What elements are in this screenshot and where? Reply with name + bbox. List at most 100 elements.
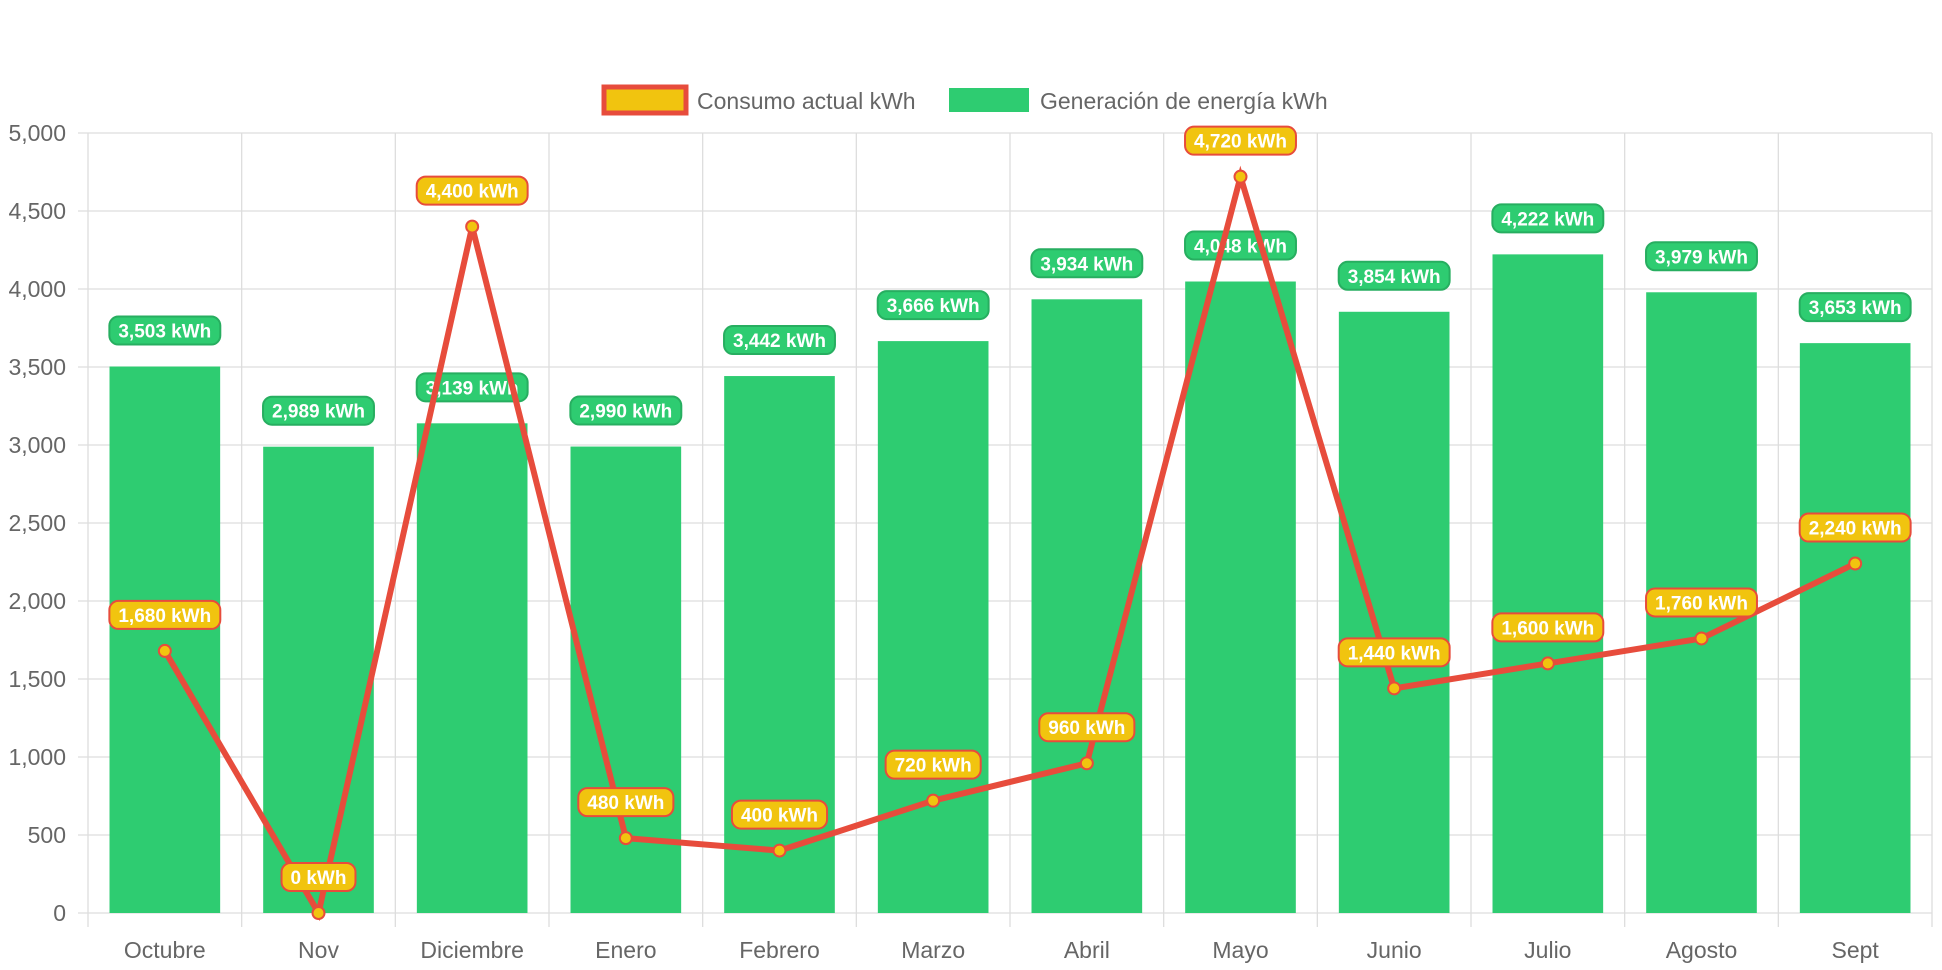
bar-generation[interactable] <box>109 366 221 914</box>
y-tick-label: 5,000 <box>8 120 66 146</box>
line-data-label-bg <box>1184 125 1297 156</box>
line-data-label-text: 400 kWh <box>741 806 818 827</box>
bar-data-label-text: 2,990 kWh <box>579 402 672 423</box>
x-tick-label: Agosto <box>1666 937 1738 963</box>
bar-data-label-text: 4,048 kWh <box>1194 237 1287 258</box>
x-tick-label: Junio <box>1367 937 1422 963</box>
consumption-point[interactable] <box>1540 656 1555 671</box>
line-data-label: 720 kWh <box>884 749 982 780</box>
line-data-label: 960 kWh <box>1038 712 1136 743</box>
line-data-label-bg <box>1337 637 1451 668</box>
line-data-label: 480 kWh <box>577 787 675 818</box>
line-data-label-text: 1,760 kWh <box>1655 593 1748 614</box>
line-data-label-bg <box>1491 612 1605 643</box>
bar-generation[interactable] <box>724 376 835 914</box>
line-data-label-text: 720 kWh <box>895 756 972 777</box>
bar-data-label: 3,139 kWh <box>415 372 529 403</box>
consumption-point[interactable] <box>1079 756 1094 771</box>
line-data-label-text: 1,440 kWh <box>1348 643 1441 664</box>
bar-generation[interactable] <box>877 341 989 913</box>
bar-generation[interactable] <box>1185 281 1296 914</box>
bar-data-label-bg <box>1337 260 1451 291</box>
bar-data-label: 4,222 kWh <box>1491 203 1605 234</box>
bar-data-label: 4,048 kWh <box>1184 230 1297 261</box>
consumption-point[interactable] <box>618 831 633 846</box>
bar-data-label-bg <box>1491 203 1605 234</box>
bar-generation[interactable] <box>1799 343 1911 914</box>
bar-data-label-text: 3,854 kWh <box>1348 267 1441 288</box>
consumption-point[interactable] <box>1233 169 1248 184</box>
line-data-label: 400 kWh <box>730 799 829 830</box>
consumption-point[interactable] <box>1694 631 1709 646</box>
line-data-label: 1,680 kWh <box>108 599 222 630</box>
x-tick-label: Sept <box>1832 937 1880 963</box>
bar-data-label: 2,989 kWh <box>262 395 375 426</box>
consumption-point[interactable] <box>1387 681 1402 696</box>
bar-data-label: 3,854 kWh <box>1337 260 1451 291</box>
x-tick-label: Abril <box>1064 937 1110 963</box>
legend: Consumo actual kWh Generación de energía… <box>601 84 1328 116</box>
consumption-point[interactable] <box>1848 556 1863 571</box>
consumption-point[interactable] <box>926 793 941 808</box>
bar-data-label: 2,990 kWh <box>569 395 683 426</box>
bar-data-labels: 3,503 kWh 2,989 kWh 3,139 kWh 2,990 kWh 3,44… <box>108 203 1912 426</box>
y-tick-label: 0 <box>53 900 66 926</box>
bar-data-label-bg <box>108 315 222 346</box>
x-tick-label: Marzo <box>901 937 965 963</box>
bar-generation[interactable] <box>416 423 528 913</box>
bar-data-label-text: 3,442 kWh <box>733 331 826 352</box>
line-data-label: 0 kWh <box>280 862 357 892</box>
line-data-label-bg <box>1798 512 1912 543</box>
bar-data-label-bg <box>1030 248 1144 279</box>
line-data-label-text: 960 kWh <box>1048 718 1125 739</box>
line-data-label-text: 1,680 kWh <box>118 606 211 627</box>
legend-item-generation[interactable]: Generación de energía kWh <box>949 88 1328 114</box>
bar-data-label: 3,666 kWh <box>876 290 990 321</box>
line-data-label-bg <box>1645 587 1758 618</box>
line-data-label-bg <box>280 862 357 892</box>
line-data-label-bg <box>415 175 529 206</box>
consumption-line <box>162 165 1857 922</box>
bar-generation[interactable] <box>1338 311 1450 913</box>
y-tick-label: 1,500 <box>8 666 66 692</box>
line-series-consumption <box>157 165 1863 922</box>
consumption-point[interactable] <box>772 843 787 858</box>
line-data-label-bg <box>730 799 829 830</box>
consumption-point[interactable] <box>311 906 326 920</box>
x-tick-label: Febrero <box>739 937 820 963</box>
consumption-point[interactable] <box>157 643 172 658</box>
x-tick-label: Octubre <box>124 937 206 963</box>
bar-data-label-bg <box>262 395 375 426</box>
line-data-label: 1,760 kWh <box>1645 587 1758 618</box>
bar-generation[interactable] <box>1031 299 1143 913</box>
bar-data-label-text: 3,979 kWh <box>1655 247 1748 268</box>
bar-data-label-bg <box>1645 241 1758 272</box>
line-data-label-text: 4,400 kWh <box>426 182 519 203</box>
bar-data-label: 3,979 kWh <box>1645 241 1758 272</box>
legend-item-consumption[interactable]: Consumo actual kWh <box>601 84 916 116</box>
line-data-label-bg <box>1038 712 1136 743</box>
bar-data-label-text: 3,653 kWh <box>1809 298 1902 319</box>
y-tick-label: 3,000 <box>8 432 66 458</box>
consumption-point[interactable] <box>465 219 480 234</box>
y-tick-label: 4,500 <box>8 198 66 224</box>
line-data-label-bg <box>884 749 982 780</box>
line-data-label-text: 1,600 kWh <box>1501 618 1594 639</box>
legend-swatch-generation <box>949 88 1029 112</box>
y-tick-label: 2,500 <box>8 510 66 536</box>
bar-data-label-bg <box>569 395 683 426</box>
legend-label-generation: Generación de energía kWh <box>1040 88 1328 114</box>
line-data-label-text: 4,720 kWh <box>1194 132 1287 153</box>
bar-data-label-bg <box>876 290 990 321</box>
bar-data-label: 3,503 kWh <box>108 315 222 346</box>
x-tick-label: Nov <box>298 937 339 963</box>
y-axis: 0 500 1,000 1,500 2,000 2,500 3,000 3,500 4,000 4… <box>8 120 66 926</box>
y-tick-label: 500 <box>28 822 66 848</box>
bar-generation[interactable] <box>1492 254 1604 914</box>
line-data-label-text: 0 kWh <box>291 868 347 889</box>
line-data-label: 2,240 kWh <box>1798 512 1912 543</box>
x-tick-label: Enero <box>595 937 656 963</box>
bar-data-label-text: 3,934 kWh <box>1040 254 1133 275</box>
bar-generation[interactable] <box>263 446 374 913</box>
